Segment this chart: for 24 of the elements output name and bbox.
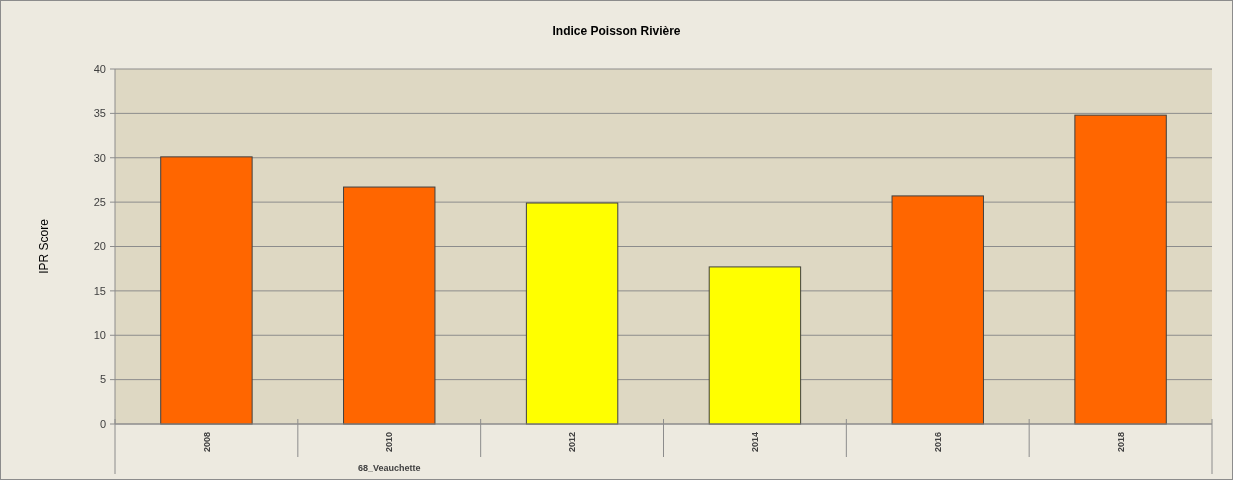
- x-axis-title: 68_Veauchette: [357, 463, 421, 473]
- y-tick-label: 35: [93, 107, 106, 120]
- bar: [160, 156, 253, 425]
- x-tick-label: 2008: [201, 432, 212, 453]
- y-tick-label: 30: [93, 151, 106, 164]
- y-tick-label: 0: [99, 417, 106, 430]
- y-tick-label: 20: [93, 240, 106, 253]
- y-tick-label: 5: [99, 373, 106, 386]
- x-tick-label: 2016: [932, 432, 943, 453]
- x-tick-label: 2018: [1115, 432, 1126, 453]
- bar: [891, 195, 984, 425]
- y-tick-label: 40: [93, 62, 106, 75]
- y-tick-label: 15: [93, 284, 106, 297]
- bar: [525, 202, 619, 425]
- x-tick-label: 2014: [750, 432, 761, 453]
- chart-title: Indice Poisson Rivière: [552, 24, 681, 38]
- y-axis-title: IPR Score: [37, 218, 51, 274]
- y-tick-label: 10: [93, 329, 106, 342]
- bar: [343, 186, 436, 425]
- x-tick-label: 2012: [567, 432, 578, 453]
- bar: [708, 266, 802, 425]
- y-tick-label: 25: [93, 195, 106, 208]
- bar: [1074, 114, 1167, 425]
- x-tick-label: 2010: [384, 432, 395, 453]
